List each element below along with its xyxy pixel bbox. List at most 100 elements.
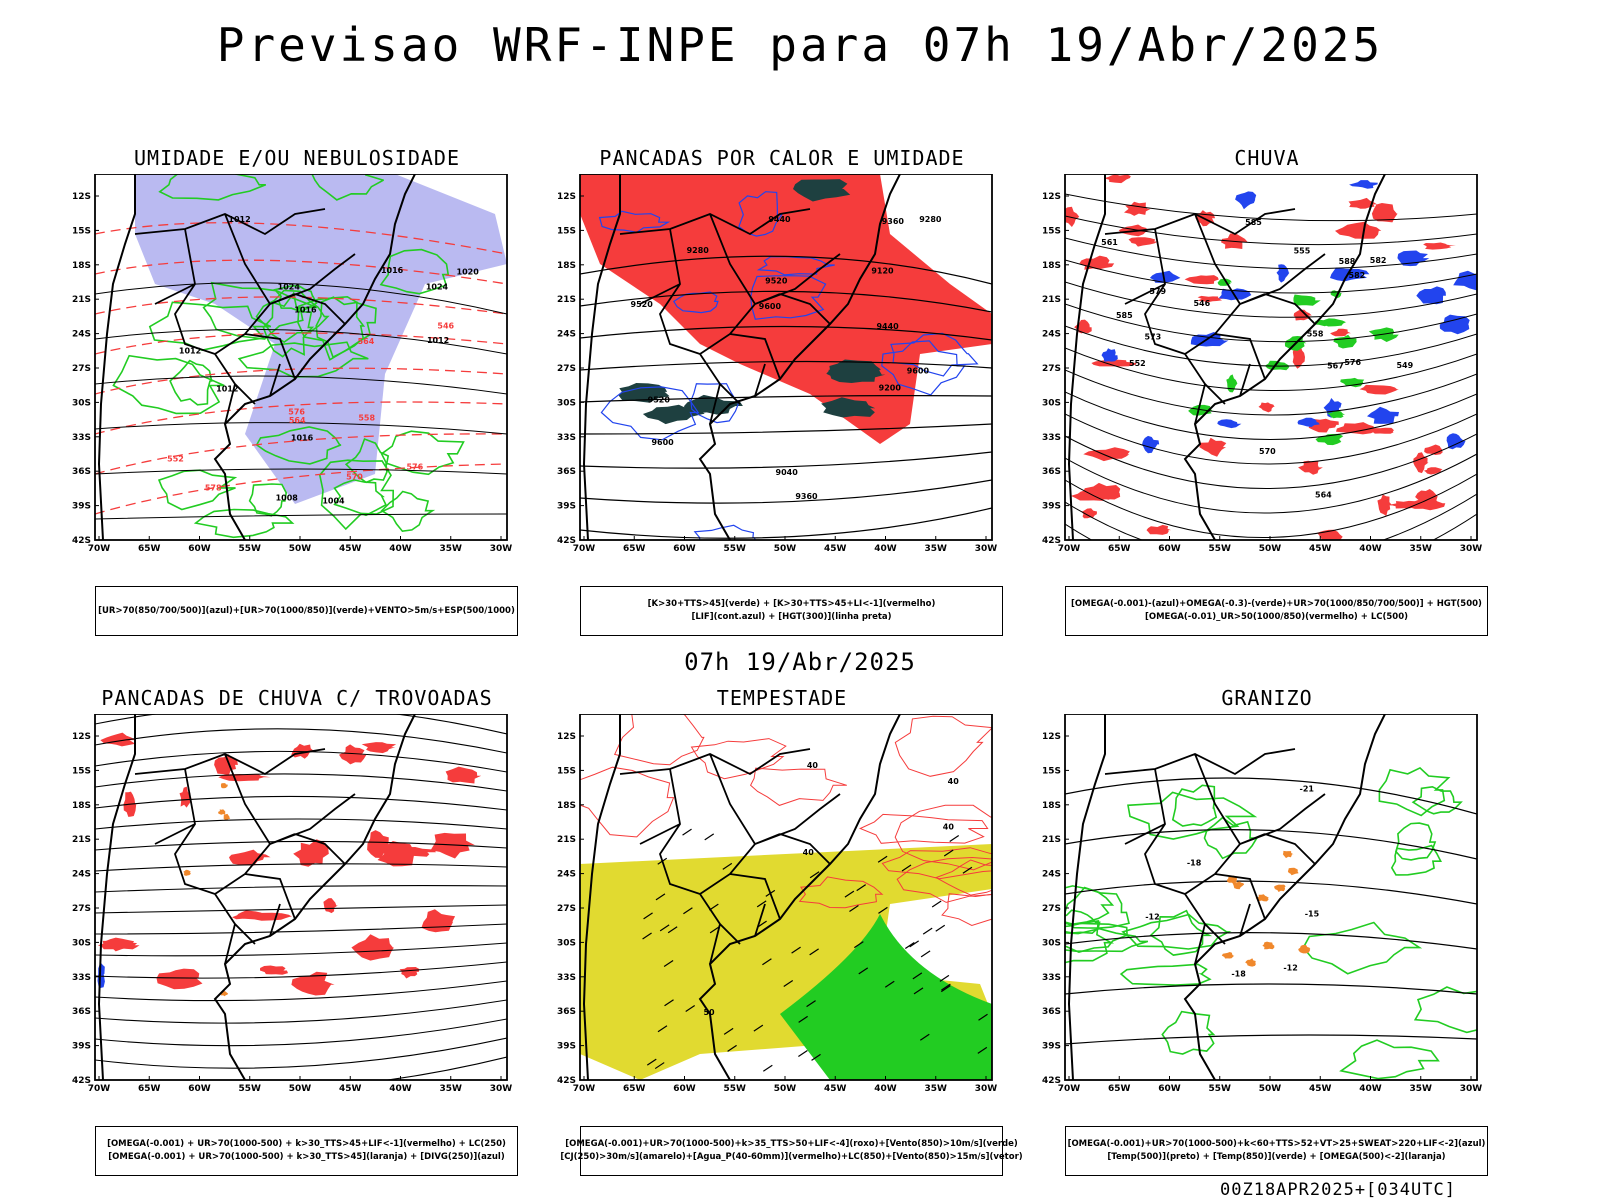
lon-label: 65W xyxy=(623,1084,646,1094)
map-granizo: -12 -12 -15 -18 -21 -18 12S 15S 18S 21S 24S 27S 30S 3… xyxy=(1042,714,1482,1094)
lifted-index-contour xyxy=(750,275,827,320)
lat-label: 12S xyxy=(557,732,576,742)
wind-vector xyxy=(762,958,772,966)
coastline xyxy=(582,714,901,1080)
legend-line: [OMEGA(-0.001)+UR>70(1000-500)+k<60+TTS>… xyxy=(1067,1139,1486,1149)
map-content: 1012 1012 1016 1016 1016 1020 1024 1024 1008 1004… xyxy=(95,174,507,540)
map-fields: 588 585 582 579 576 573 570 567 564 561 558 555 552 5… xyxy=(1065,174,1477,540)
rain-area xyxy=(1367,406,1399,424)
contour-label: 9520 xyxy=(631,300,654,309)
contour-label: 50 xyxy=(703,1008,715,1017)
map-tempestade: 50 40 40 40 40 12S 15S 18S 21S 24S 27S 30S 33S 36S 39S… xyxy=(557,714,997,1094)
political-borders xyxy=(619,748,841,965)
rain-area xyxy=(1416,286,1446,305)
contour-label: 1016 xyxy=(381,266,404,275)
wind-vector xyxy=(941,983,951,991)
political-borders xyxy=(134,208,356,425)
humidity-contour xyxy=(255,426,342,465)
lon-label: 45W xyxy=(824,544,847,554)
contour-label: 40 xyxy=(807,761,819,770)
lon-label: 60W xyxy=(1158,544,1181,554)
lon-label: 40W xyxy=(874,544,897,554)
contour-label: 576 xyxy=(288,408,305,417)
height-contour xyxy=(580,423,992,435)
lat-label: 42S xyxy=(72,536,91,546)
thunderstorm-area xyxy=(242,912,292,921)
jet-area xyxy=(580,844,992,1080)
rain-area xyxy=(1439,314,1470,335)
humidity-contour xyxy=(380,490,436,533)
thickness-contour xyxy=(95,332,507,355)
map-frame xyxy=(94,174,508,541)
lat-label: 15S xyxy=(72,226,91,236)
wind-vector xyxy=(909,940,920,948)
wind-vector xyxy=(919,1033,930,1041)
streamline xyxy=(95,728,507,754)
panel-chuva: CHUVA 588 585 582 579 576 573 570 567 564 561 558 5… xyxy=(1032,146,1502,651)
map-content xyxy=(95,714,507,1080)
panel-legend: [OMEGA(-0.001)+UR>70(1000-500)+k<60+TTS>… xyxy=(1065,1126,1488,1176)
lat-label: 36S xyxy=(1042,467,1061,477)
streamline xyxy=(1065,281,1477,318)
thickness-contour xyxy=(95,433,507,475)
lat-label: 39S xyxy=(72,1042,91,1052)
streamline xyxy=(95,773,507,792)
lat-label: 18S xyxy=(1042,801,1061,811)
lon-label: 55W xyxy=(724,1084,747,1094)
contour-label: 9600 xyxy=(651,438,674,447)
wind-vector xyxy=(806,1000,816,1008)
contour-label: 9600 xyxy=(907,366,930,375)
streamline xyxy=(95,999,507,1024)
wind-vector xyxy=(659,924,670,932)
thunderstorm-area xyxy=(323,898,338,914)
streamline xyxy=(1065,325,1477,367)
lat-label: 24S xyxy=(1042,330,1061,340)
run-timestamp: 00Z18APR2025+[034UTC] xyxy=(1220,1180,1456,1200)
streamline xyxy=(1065,433,1477,489)
water-contour xyxy=(613,714,705,766)
lon-label: 45W xyxy=(339,1084,362,1094)
shower-area xyxy=(220,783,228,789)
wind-vector xyxy=(709,926,720,934)
lon-label: 35W xyxy=(925,1084,948,1094)
omega-area xyxy=(1274,884,1286,892)
rain-area xyxy=(1377,494,1393,516)
contour-label: 40 xyxy=(803,848,815,857)
contour-label: 9280 xyxy=(687,246,710,255)
lat-label: 39S xyxy=(1042,1042,1061,1052)
panel-granizo: GRANIZO -12 -12 -15 -18 -21 -18 12S 15S 18S 21S 24… xyxy=(1032,686,1502,1191)
contour-label: 564 xyxy=(289,416,306,425)
humidity-contour xyxy=(112,354,225,415)
contour-label: -12 xyxy=(1283,963,1297,972)
lat-label: 21S xyxy=(72,835,91,845)
map-frame xyxy=(1064,714,1478,1081)
streamline xyxy=(95,885,507,893)
humidity-contour xyxy=(262,291,315,358)
thunderstorm-area xyxy=(179,786,192,808)
heat-humidity-area xyxy=(618,383,670,403)
lat-label: 24S xyxy=(557,870,576,880)
rain-area xyxy=(1065,206,1080,227)
wind-vector xyxy=(931,900,942,908)
contour-label: 9520 xyxy=(648,396,671,405)
lat-label: 24S xyxy=(1042,870,1061,880)
humidity-contour xyxy=(237,341,369,378)
lat-label: 30S xyxy=(72,938,91,948)
lat-label: 42S xyxy=(1042,536,1061,546)
lifted-index-contour xyxy=(672,291,719,314)
rain-area xyxy=(1367,427,1394,434)
water-contour xyxy=(749,767,847,806)
temp850-contour xyxy=(1127,791,1258,840)
lat-label: 33S xyxy=(557,433,576,443)
map-pancadas-calor: 9600 9600 9600 9520 9520 9520 9440 9440 9360 9360… xyxy=(557,174,997,554)
rain-area xyxy=(1368,327,1399,342)
map-fields: -12 -12 -15 -18 -21 -18 xyxy=(1065,714,1477,1080)
omega-area xyxy=(1262,941,1275,950)
panel-legend: [OMEGA(-0.001)-(azul)+OMEGA(-0.3)-(verde… xyxy=(1065,586,1488,636)
lat-label: 12S xyxy=(1042,732,1061,742)
thunderstorm-area xyxy=(291,971,335,996)
heat-humidity-area xyxy=(828,364,886,383)
contour-label: -15 xyxy=(1305,910,1320,919)
humidity-contour xyxy=(158,174,267,201)
rain-area xyxy=(1397,250,1430,267)
